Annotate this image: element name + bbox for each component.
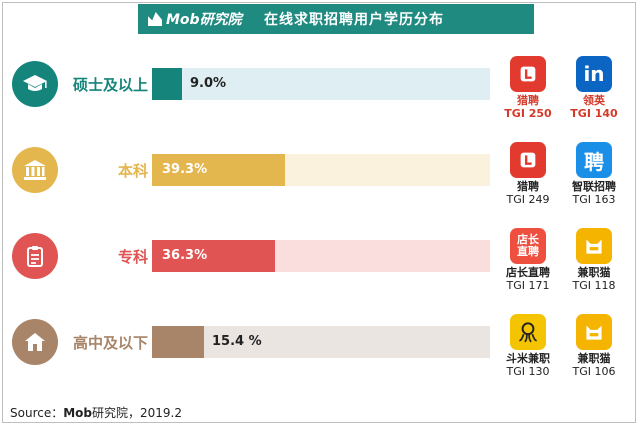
category-label: 硕士及以上 — [72, 76, 148, 94]
bar-track: 15.4 % — [152, 326, 490, 358]
category-row: 硕士及以上 9.0% 猎聘 TGI 250 in 领英 TGI 140 — [0, 52, 640, 120]
source-brand: Mob — [63, 406, 92, 420]
bar-track: 39.3% — [152, 154, 490, 186]
header-bar: Mob研究院 在线求职招聘用户学历分布 — [138, 4, 534, 34]
app-tgi: TGI 250 — [504, 107, 552, 120]
brand-logo: Mob研究院 — [148, 9, 242, 29]
app-name: 猎聘 — [517, 94, 539, 107]
category-row: 本科 39.3% 猎聘 TGI 249 聘 智联招聘 TGI 163 — [0, 138, 640, 206]
app-name: 斗米兼职 — [506, 352, 550, 365]
app-tgi: TGI 106 — [572, 365, 616, 378]
jianzhimao-icon — [576, 228, 612, 264]
app-name: 领英 — [583, 94, 605, 107]
app-card: 店长直聘 店长直聘 TGI 171 — [496, 228, 560, 292]
category-row: 专科 36.3% 店长直聘 店长直聘 TGI 171 兼职猫 TGI 118 — [0, 224, 640, 292]
institution-icon — [12, 147, 58, 193]
jianzhimao-icon — [576, 314, 612, 350]
bar-track: 36.3% — [152, 240, 490, 272]
bar — [152, 68, 182, 100]
app-name: 猎聘 — [517, 180, 539, 193]
app-card: 猎聘 TGI 250 — [496, 56, 560, 120]
app-name: 智联招聘 — [572, 180, 616, 193]
dianzhang-icon: 店长直聘 — [510, 228, 546, 264]
bar — [152, 240, 275, 272]
liepin-icon — [510, 142, 546, 178]
bar-value-label: 39.3% — [162, 162, 208, 177]
logo-text: Mob研究院 — [166, 12, 242, 28]
app-card: 聘 智联招聘 TGI 163 — [562, 142, 626, 206]
bar-track: 9.0% — [152, 68, 490, 100]
graduation-cap-icon — [12, 61, 58, 107]
bar — [152, 326, 204, 358]
app-tgi: TGI 171 — [506, 279, 550, 292]
category-row: 高中及以下 15.4 % 斗米兼职 TGI 130 兼职猫 TGI 106 — [0, 310, 640, 378]
category-label: 本科 — [117, 162, 148, 180]
app-tgi: TGI 249 — [506, 193, 550, 206]
app-name: 兼职猫 — [577, 352, 611, 365]
bar — [152, 154, 285, 186]
mob-logo-icon — [148, 12, 162, 26]
app-name: 兼职猫 — [577, 266, 611, 279]
category-label: 高中及以下 — [72, 334, 148, 352]
app-card: 猎聘 TGI 249 — [496, 142, 560, 206]
app-card: 兼职猫 TGI 106 — [562, 314, 626, 378]
bar-value-label: 36.3% — [162, 248, 208, 263]
liepin-icon — [510, 56, 546, 92]
app-card: 兼职猫 TGI 118 — [562, 228, 626, 292]
app-tgi: TGI 163 — [572, 193, 616, 206]
app-name: 店长直聘 — [506, 266, 550, 279]
clipboard-icon — [12, 233, 58, 279]
source-note: Source：Mob研究院，2019.2 — [10, 404, 182, 421]
house-icon — [12, 319, 58, 365]
category-label: 专科 — [117, 248, 148, 266]
source-prefix: Source： — [10, 406, 64, 420]
app-tgi: TGI 130 — [506, 365, 550, 378]
app-tgi: TGI 118 — [572, 279, 616, 292]
linkedin-icon: in — [576, 56, 612, 92]
app-tgi: TGI 140 — [570, 107, 618, 120]
bar-value-label: 15.4 % — [212, 334, 262, 349]
chart-frame — [2, 2, 636, 423]
source-rest: 研究院，2019.2 — [92, 406, 182, 420]
zhilian-icon: 聘 — [576, 142, 612, 178]
app-card: in 领英 TGI 140 — [562, 56, 626, 120]
doumi-icon — [510, 314, 546, 350]
bar-value-label: 9.0% — [190, 76, 227, 91]
app-card: 斗米兼职 TGI 130 — [496, 314, 560, 378]
chart-title: 在线求职招聘用户学历分布 — [264, 12, 444, 28]
